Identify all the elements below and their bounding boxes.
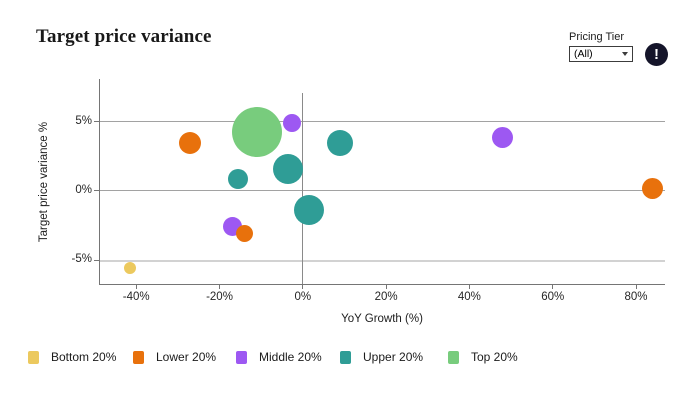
y-tick xyxy=(94,259,99,261)
gridline xyxy=(100,190,665,192)
x-tick xyxy=(219,284,221,289)
x-tick-label: 80% xyxy=(624,291,648,303)
legend-item-label: Middle 20% xyxy=(259,350,322,364)
legend-item-middle-20-[interactable]: Middle 20% xyxy=(236,350,322,364)
bubble[interactable] xyxy=(294,195,325,226)
page-title: Target price variance xyxy=(36,26,212,47)
pricing-tier-filter: Pricing Tier (All) xyxy=(569,31,633,62)
x-tick-label: 60% xyxy=(541,291,565,303)
x-tick xyxy=(468,284,470,289)
x-tick xyxy=(385,284,387,289)
x-tick-label: -40% xyxy=(122,291,150,303)
x-tick xyxy=(635,284,637,289)
legend-item-label: Top 20% xyxy=(471,350,518,364)
zero-reference-line xyxy=(302,93,304,285)
bubble[interactable] xyxy=(283,114,302,133)
bubble[interactable] xyxy=(642,177,664,199)
legend: Bottom 20% Lower 20% Middle 20% Upper 20% To… xyxy=(0,350,700,370)
legend-item-label: Bottom 20% xyxy=(51,350,117,364)
legend-swatch xyxy=(448,350,459,364)
pricing-tier-select[interactable]: (All) xyxy=(569,46,633,62)
y-tick-label: -5% xyxy=(71,253,92,266)
bubble[interactable] xyxy=(492,126,514,148)
bubble[interactable] xyxy=(123,262,136,275)
chevron-down-icon xyxy=(622,52,628,56)
gridline xyxy=(100,259,665,262)
gridline xyxy=(100,121,665,123)
legend-item-upper-20-[interactable]: Upper 20% xyxy=(340,350,423,364)
legend-item-bottom-20-[interactable]: Bottom 20% xyxy=(28,350,116,364)
x-tick-label: 0% xyxy=(294,291,312,303)
legend-item-label: Upper 20% xyxy=(363,350,424,364)
y-tick xyxy=(94,190,99,192)
x-tick-label: -20% xyxy=(206,291,233,303)
x-tick xyxy=(135,284,137,289)
x-tick-label: 20% xyxy=(374,291,398,303)
exclamation-icon: ! xyxy=(654,46,659,63)
bubble[interactable] xyxy=(327,129,354,156)
selected-value: (All) xyxy=(574,48,593,60)
info-button[interactable]: ! xyxy=(645,43,668,66)
bubble[interactable] xyxy=(179,131,202,154)
legend-swatch xyxy=(28,350,39,364)
legend-item-lower-20-[interactable]: Lower 20% xyxy=(133,350,216,364)
bubble[interactable] xyxy=(232,106,282,157)
x-axis-title: YoY Growth (%) xyxy=(341,313,423,325)
x-tick xyxy=(302,284,304,289)
bubble[interactable] xyxy=(228,168,249,189)
y-tick-label: 0% xyxy=(75,183,92,196)
legend-swatch xyxy=(340,350,351,364)
x-tick-label: 40% xyxy=(457,291,481,303)
bubble[interactable] xyxy=(236,225,254,243)
legend-swatch xyxy=(133,350,144,364)
plot-area: 5% 0% -5% -40% -20% 0% 20% 40% 60% 80% xyxy=(72,79,665,303)
bubble[interactable] xyxy=(273,153,304,184)
legend-swatch xyxy=(236,350,247,364)
y-tick-label: 5% xyxy=(75,114,92,127)
y-axis-title: Target price variance % xyxy=(38,121,50,243)
y-tick xyxy=(94,121,99,123)
legend-item-top-20-[interactable]: Top 20% xyxy=(448,350,518,364)
legend-item-label: Lower 20% xyxy=(156,350,217,364)
x-tick xyxy=(552,284,554,289)
filter-label: Pricing Tier xyxy=(569,31,625,43)
